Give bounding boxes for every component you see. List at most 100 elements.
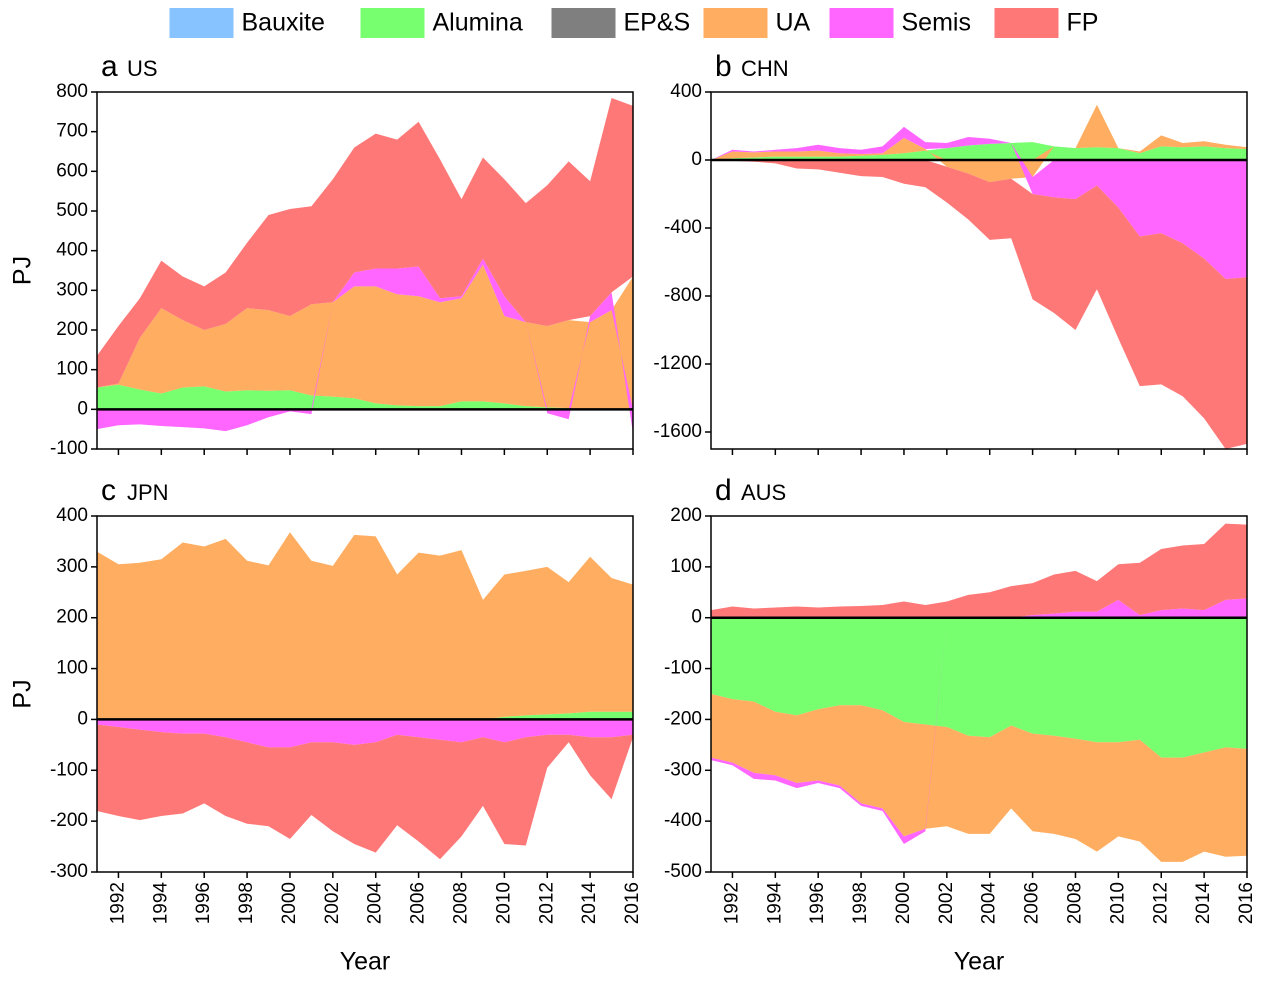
y-tick-label: -300 <box>664 759 702 780</box>
legend-swatch <box>551 8 616 38</box>
y-tick-label: 500 <box>56 200 88 221</box>
x-tick-label: 2000 <box>893 882 914 924</box>
x-tick-label: 1996 <box>193 882 214 924</box>
plot-area <box>711 104 1247 449</box>
y-tick-label: -400 <box>664 217 702 238</box>
y-tick-label: 300 <box>56 279 88 300</box>
y-tick-label: 0 <box>691 607 702 628</box>
y-tick-label: 600 <box>56 160 88 181</box>
y-tick-label: -100 <box>50 438 88 459</box>
y-axis-label: PJ <box>9 679 37 708</box>
y-tick-label: -500 <box>664 861 702 882</box>
x-tick-label: 1998 <box>236 882 257 924</box>
area <box>97 384 633 410</box>
y-tick-label: -1200 <box>653 353 702 374</box>
panel-title: JPN <box>127 480 169 505</box>
area <box>711 160 1247 449</box>
axes-frame <box>710 91 1248 450</box>
y-axis-label: PJ <box>9 256 37 285</box>
panel-label: b <box>715 50 732 83</box>
y-tick-label: 100 <box>56 359 88 380</box>
area <box>711 142 1247 160</box>
x-tick-label: 1992 <box>721 882 742 924</box>
x-axis-label: Year <box>954 948 1005 976</box>
area <box>97 97 633 388</box>
x-tick-label: 2006 <box>408 882 429 924</box>
x-tick-label: 2006 <box>1022 882 1043 924</box>
panel-label: d <box>715 474 732 507</box>
panel-title: CHN <box>741 56 789 81</box>
legend-swatch <box>360 8 425 38</box>
y-tick-label: -400 <box>664 810 702 831</box>
x-tick-label: 2004 <box>979 882 1000 925</box>
x-tick-label: 2014 <box>1193 882 1214 925</box>
area <box>711 523 1247 618</box>
panel: -100 0 100 200 300 400 500 600 700 800 a US PJ <box>9 50 634 459</box>
y-tick-label: 0 <box>691 149 702 170</box>
x-tick-label: 1998 <box>850 882 871 924</box>
x-tick-label: 2012 <box>536 882 557 924</box>
y-tick-label: 200 <box>670 505 702 526</box>
legend-swatch <box>703 8 768 38</box>
plot-area <box>97 532 633 860</box>
axes-frame <box>96 515 634 873</box>
y-tick-label: 300 <box>56 556 88 577</box>
area <box>97 532 633 720</box>
legend: Bauxite Alumina EP&S UA Semis FP <box>169 8 1099 38</box>
y-tick-label: 800 <box>56 81 88 102</box>
y-tick-label: -300 <box>50 861 88 882</box>
y-tick-label: -100 <box>50 759 88 780</box>
y-tick-label: 400 <box>56 240 88 261</box>
legend-swatch <box>829 8 894 38</box>
panel-label: a <box>101 50 118 83</box>
x-tick-label: 2002 <box>322 882 343 924</box>
x-tick-label: 1996 <box>807 882 828 924</box>
x-tick-label: 2012 <box>1150 882 1171 924</box>
x-tick-label: 2016 <box>1236 882 1257 924</box>
y-tick-label: -200 <box>664 708 702 729</box>
x-tick-label: 2016 <box>622 882 643 924</box>
y-tick-label: 200 <box>56 319 88 340</box>
x-tick-label: 2000 <box>279 882 300 924</box>
x-axis-label: Year <box>340 948 391 976</box>
legend-label: EP&S <box>624 9 691 37</box>
y-tick-label: 200 <box>56 607 88 628</box>
panel-title: AUS <box>741 480 786 505</box>
axes-frame <box>96 91 634 450</box>
y-tick-label: -200 <box>50 810 88 831</box>
area <box>97 264 633 410</box>
area <box>97 724 633 860</box>
x-tick-label: 2008 <box>1064 882 1085 924</box>
panel: -1600 -1200 -800 -400 0 400 b CHN <box>653 50 1248 455</box>
panel: -300 -200 -100 0 100 200 300 400 1992 1994 1996 199… <box>9 474 643 976</box>
y-tick-label: -1600 <box>653 421 702 442</box>
legend-label: Bauxite <box>242 9 325 37</box>
legend-label: Alumina <box>433 9 523 37</box>
x-tick-label: 2014 <box>579 882 600 925</box>
panel-title: US <box>127 56 158 81</box>
area <box>97 258 633 434</box>
y-tick-label: 400 <box>670 81 702 102</box>
panel: -500 -400 -300 -200 -100 0 100 200 1992 1994 1996 1… <box>664 474 1257 976</box>
legend-label: UA <box>776 9 811 37</box>
x-tick-label: 2010 <box>493 882 514 924</box>
area <box>97 719 633 748</box>
x-tick-label: 1994 <box>764 882 785 925</box>
plot-area <box>97 97 633 434</box>
legend-swatch <box>169 8 234 38</box>
y-tick-label: 700 <box>56 121 88 142</box>
x-tick-label: 1992 <box>107 882 128 924</box>
x-tick-label: 2008 <box>450 882 471 924</box>
y-tick-label: -100 <box>664 658 702 679</box>
y-tick-label: 0 <box>77 708 88 729</box>
y-tick-label: 100 <box>670 556 702 577</box>
legend-swatch <box>994 8 1059 38</box>
legend-label: FP <box>1067 9 1099 37</box>
area <box>711 617 1247 758</box>
legend-label: Semis <box>902 9 971 37</box>
y-tick-label: -800 <box>664 285 702 306</box>
y-tick-label: 0 <box>77 398 88 419</box>
x-tick-label: 1994 <box>150 882 171 925</box>
panel-label: c <box>101 474 116 507</box>
